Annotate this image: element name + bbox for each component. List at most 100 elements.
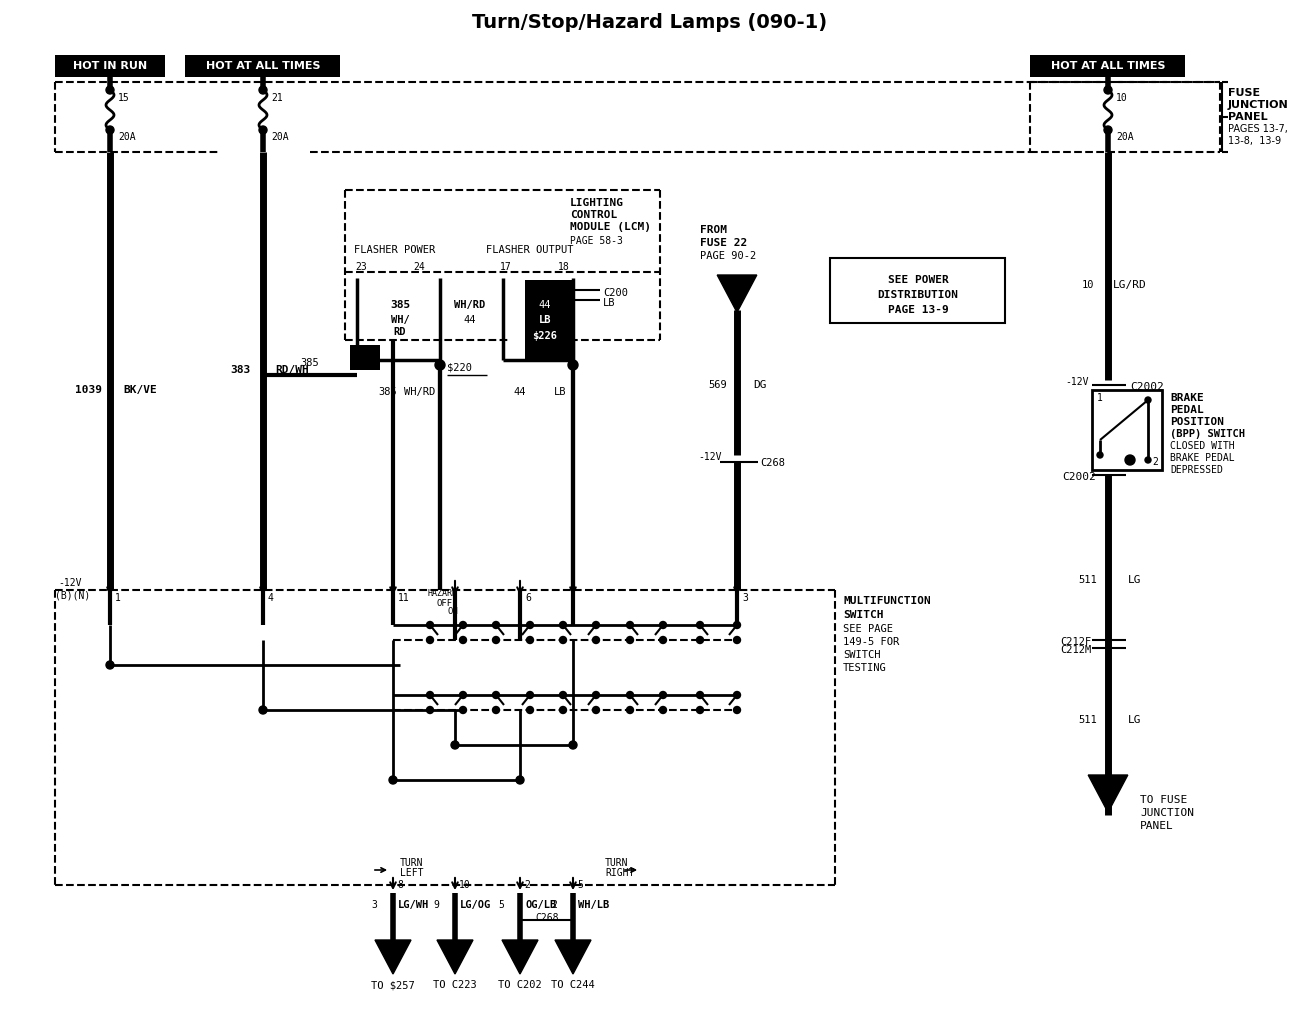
Text: 385: 385 (378, 387, 398, 397)
Text: C: C (389, 955, 396, 969)
Bar (1030, 55, 1186, 77)
Circle shape (659, 622, 667, 629)
Text: 9: 9 (433, 900, 439, 910)
Circle shape (259, 706, 266, 714)
Text: TO C223: TO C223 (433, 980, 477, 990)
Text: 8: 8 (396, 880, 403, 890)
Text: MULTIFUNCTION: MULTIFUNCTION (842, 596, 931, 606)
Text: 15: 15 (118, 93, 130, 103)
Text: 23: 23 (355, 262, 367, 272)
Circle shape (493, 707, 499, 714)
Text: JUNCTION: JUNCTION (1228, 100, 1288, 110)
Text: LB: LB (554, 387, 567, 397)
Text: 569: 569 (708, 380, 728, 390)
Bar (55, 55, 165, 77)
Text: POSITION: POSITION (1170, 417, 1225, 427)
Circle shape (1104, 126, 1112, 134)
Circle shape (733, 622, 741, 629)
Text: 11: 11 (398, 593, 410, 603)
Text: FLASHER OUTPUT: FLASHER OUTPUT (486, 245, 573, 255)
Text: LEFT: LEFT (400, 868, 424, 878)
Circle shape (259, 86, 266, 94)
Circle shape (493, 622, 499, 629)
Text: WH/RD: WH/RD (455, 300, 486, 310)
Circle shape (659, 637, 667, 643)
Text: LIGHTING: LIGHTING (569, 198, 624, 208)
Circle shape (627, 637, 633, 643)
Circle shape (389, 776, 396, 784)
Polygon shape (374, 940, 411, 974)
Text: 2: 2 (551, 900, 556, 910)
Text: FUSE 22: FUSE 22 (699, 238, 748, 248)
Circle shape (733, 692, 741, 699)
Text: OFF: OFF (437, 599, 454, 608)
Circle shape (697, 622, 703, 629)
Circle shape (426, 637, 433, 643)
Circle shape (426, 622, 433, 629)
Text: TURN: TURN (604, 858, 628, 868)
Text: WH/: WH/ (390, 315, 410, 325)
Text: 385: 385 (390, 300, 410, 310)
Text: 44: 44 (464, 315, 476, 325)
Text: 1: 1 (1097, 393, 1102, 403)
Circle shape (426, 707, 433, 714)
Circle shape (426, 692, 433, 699)
Circle shape (593, 622, 599, 629)
Circle shape (733, 637, 741, 643)
Text: JUNCTION: JUNCTION (1140, 808, 1193, 818)
Text: E: E (451, 955, 459, 969)
Text: PAGES 13-7,: PAGES 13-7, (1228, 124, 1288, 134)
Text: D: D (569, 955, 577, 969)
Text: 18: 18 (558, 262, 569, 272)
Text: PAGE 90-2: PAGE 90-2 (699, 251, 757, 261)
Polygon shape (502, 940, 538, 974)
Text: -12V: -12V (698, 452, 722, 462)
Text: SEE POWER: SEE POWER (888, 275, 949, 285)
Circle shape (627, 692, 633, 699)
Circle shape (526, 622, 533, 629)
Text: LB: LB (538, 315, 551, 325)
Circle shape (559, 707, 567, 714)
Text: $220: $220 (447, 362, 472, 372)
Text: 1: 1 (114, 593, 121, 603)
Text: 20A: 20A (270, 132, 289, 142)
Text: BRAKE PEDAL: BRAKE PEDAL (1170, 453, 1235, 463)
Text: A: A (1104, 792, 1112, 805)
Circle shape (593, 692, 599, 699)
Circle shape (697, 637, 703, 643)
Text: BRAKE: BRAKE (1170, 393, 1204, 403)
Text: 4: 4 (268, 593, 274, 603)
Text: LB: LB (603, 298, 615, 308)
Text: FROM: FROM (699, 225, 727, 235)
Circle shape (493, 637, 499, 643)
Polygon shape (555, 940, 592, 974)
Text: LG: LG (1128, 575, 1141, 585)
Text: LG/WH: LG/WH (398, 900, 429, 910)
Text: OG/LB: OG/LB (525, 900, 556, 910)
Circle shape (436, 360, 445, 370)
Text: DEPRESSED: DEPRESSED (1170, 465, 1223, 475)
Circle shape (459, 622, 467, 629)
Text: C2002: C2002 (1130, 382, 1164, 392)
Circle shape (526, 637, 533, 643)
Text: 10: 10 (1082, 280, 1095, 290)
Text: 383: 383 (230, 365, 250, 375)
Text: 149-5 FOR: 149-5 FOR (842, 637, 900, 647)
Text: PEDAL: PEDAL (1170, 405, 1204, 415)
Text: C212F: C212F (1060, 637, 1091, 647)
Circle shape (569, 741, 577, 749)
Text: -12V: -12V (1065, 377, 1088, 387)
Text: FLASHER POWER: FLASHER POWER (355, 245, 436, 255)
Circle shape (526, 692, 533, 699)
Text: 2: 2 (1152, 457, 1158, 467)
Text: C2002: C2002 (1062, 472, 1096, 482)
Text: 5: 5 (498, 900, 504, 910)
Text: DISTRIBUTION: DISTRIBUTION (878, 290, 958, 300)
Polygon shape (437, 940, 473, 974)
Text: LG/RD: LG/RD (1113, 280, 1147, 290)
Circle shape (697, 707, 703, 714)
Polygon shape (1088, 775, 1128, 813)
Text: PANEL: PANEL (1228, 112, 1268, 122)
Circle shape (559, 637, 567, 643)
Text: -12V: -12V (58, 578, 82, 588)
